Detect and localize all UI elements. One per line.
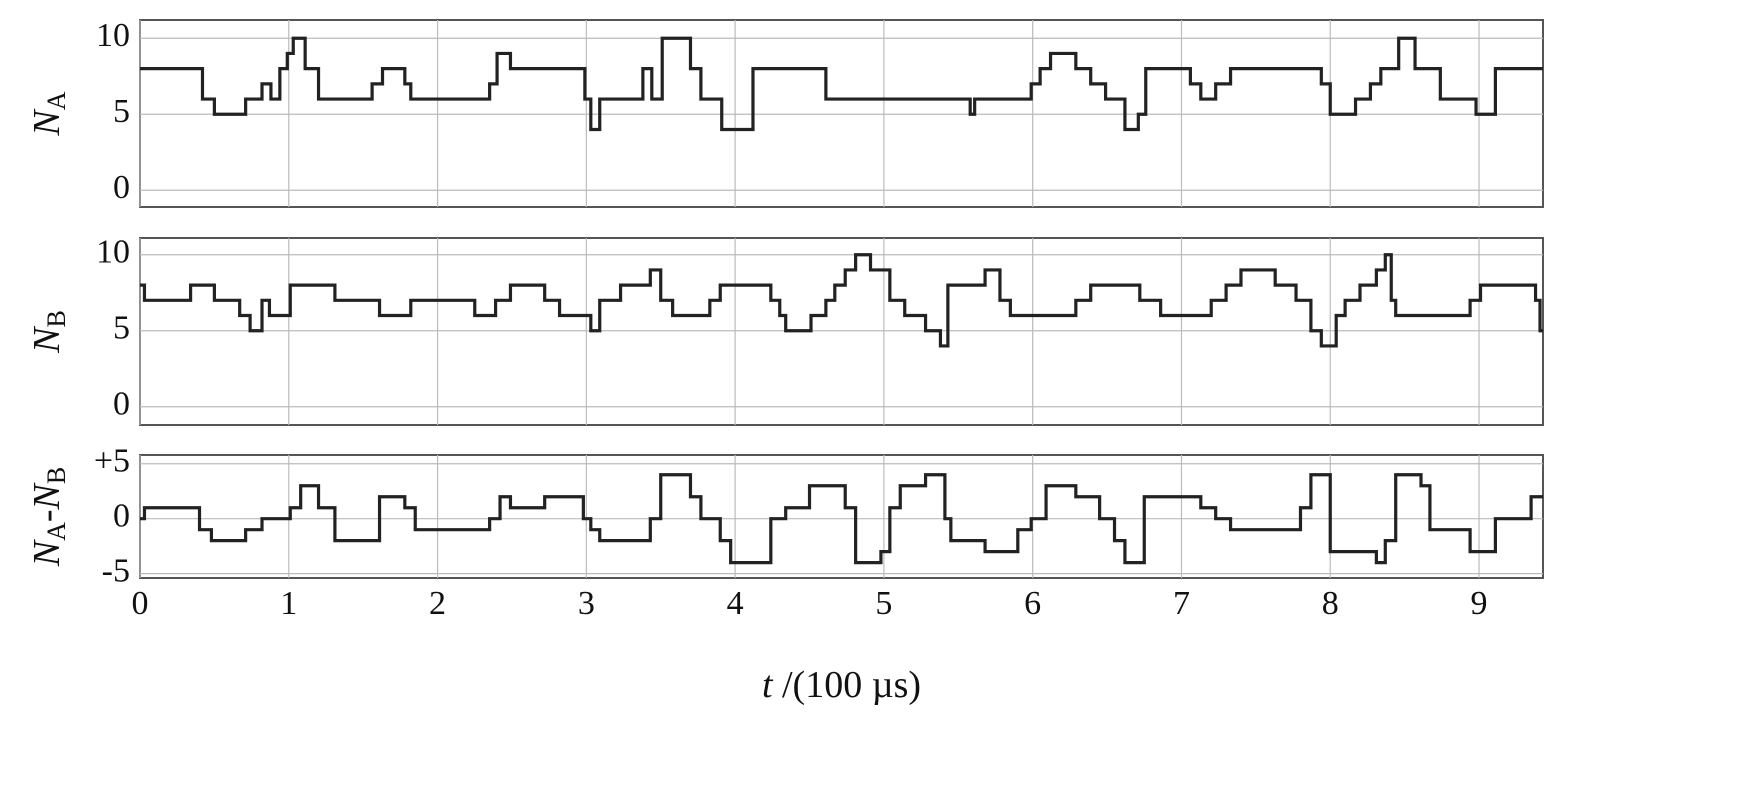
x-tick-label: 8 [1322, 585, 1339, 622]
data-line [140, 36, 1543, 132]
y-label-part: N [26, 538, 68, 567]
y-tick-label: 0 [113, 497, 130, 534]
x-tick-label: 6 [1024, 585, 1041, 622]
x-tick-label: 3 [578, 585, 595, 622]
x-tick-label: 1 [280, 585, 297, 622]
y-label-part: N [26, 108, 68, 137]
x-tick-label: 4 [727, 585, 744, 622]
y-label-part: B [42, 467, 71, 484]
data-line [140, 473, 1543, 565]
y-axis-label: NA-NB [26, 467, 71, 567]
x-label-part: t [762, 664, 774, 706]
x-tick-label: 0 [132, 585, 149, 622]
x-tick-label: 5 [875, 585, 892, 622]
plot-frame [139, 454, 1544, 579]
y-axis-label: NA [26, 91, 71, 136]
x-axis-label: t /(100 µs) [762, 664, 921, 706]
y-label-part: A [42, 522, 71, 541]
y-label-part: N [26, 325, 68, 354]
plot-frame [139, 19, 1544, 208]
x-label-part: /(100 µs) [773, 664, 922, 706]
plot-frame [139, 237, 1544, 426]
y-label-part: -N [26, 481, 68, 522]
y-tick-label: 0 [113, 386, 130, 423]
x-tick-label: 7 [1173, 585, 1190, 622]
x-tick-label: 9 [1471, 585, 1488, 622]
y-tick-label: 5 [113, 310, 130, 347]
y-tick-label: 10 [96, 234, 130, 271]
y-tick-label: 10 [96, 17, 130, 54]
y-label-part: B [42, 310, 71, 327]
y-tick-label: 0 [113, 169, 130, 206]
y-tick-label: -5 [102, 552, 130, 589]
x-tick-label: 2 [429, 585, 446, 622]
y-tick-label: 5 [113, 93, 130, 130]
y-tick-label: +5 [94, 443, 130, 480]
y-label-part: A [42, 91, 71, 110]
y-axis-label: NB [26, 310, 71, 354]
data-line [140, 253, 1543, 348]
